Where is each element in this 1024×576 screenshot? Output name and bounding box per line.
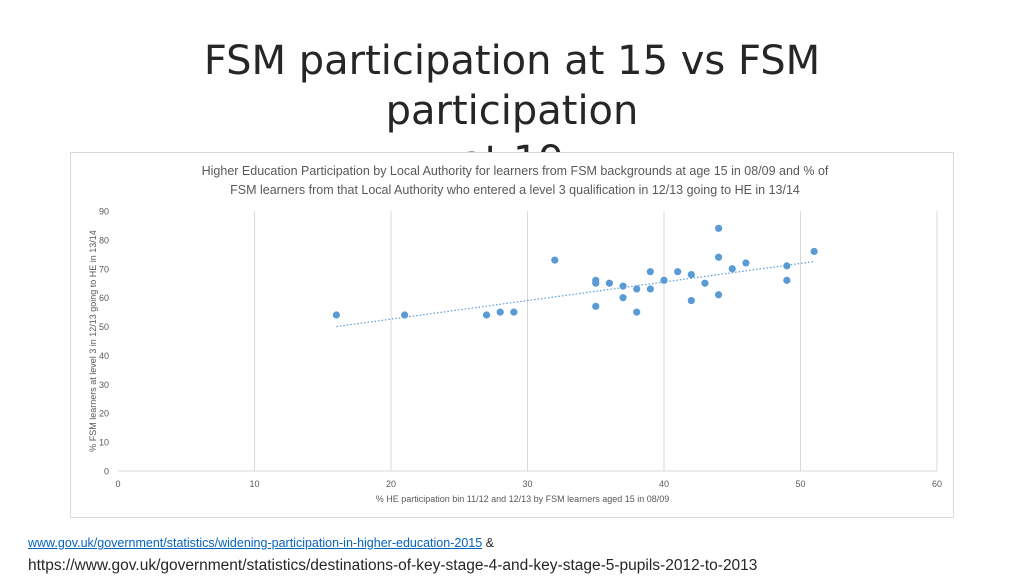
data-point — [332, 311, 340, 319]
data-point — [728, 265, 736, 273]
data-point — [510, 308, 518, 316]
data-point — [619, 294, 627, 302]
data-point — [646, 268, 654, 276]
data-point — [633, 308, 641, 316]
source-line-1: www.gov.uk/government/statistics/widenin… — [28, 536, 494, 550]
chart-title: Higher Education Participation by Local … — [120, 162, 910, 200]
data-point — [783, 262, 791, 270]
y-tick-label: 40 — [99, 351, 109, 361]
y-tick-label: 50 — [99, 322, 109, 332]
data-point — [674, 268, 682, 276]
data-point — [715, 253, 723, 261]
data-point — [810, 247, 818, 256]
x-tick-label: 30 — [522, 479, 532, 489]
data-point — [701, 279, 709, 287]
y-tick-label: 20 — [99, 409, 109, 419]
slide-title: FSM participation at 15 vs FSM participa… — [80, 36, 944, 186]
data-point — [687, 270, 695, 279]
source-ampersand: & — [485, 536, 494, 550]
chart-frame — [70, 152, 954, 518]
y-tick-label: 90 — [99, 207, 109, 217]
data-point — [660, 276, 668, 284]
y-tick-label: 10 — [99, 438, 109, 448]
data-point — [715, 291, 723, 299]
slide-title-line-1: FSM participation at 15 vs FSM participa… — [203, 38, 821, 134]
x-axis-label: % HE participation bin 11/12 and 12/13 b… — [376, 494, 670, 504]
data-point — [619, 282, 627, 290]
y-tick-label: 80 — [99, 235, 109, 245]
x-tick-label: 20 — [386, 479, 396, 489]
y-tick-label: 0 — [104, 467, 109, 477]
x-tick-label: 10 — [249, 479, 259, 489]
data-point — [715, 224, 723, 232]
data-point — [482, 311, 491, 319]
source-link-widening-participation[interactable]: www.gov.uk/government/statistics/widenin… — [28, 536, 483, 550]
data-point — [687, 296, 695, 305]
trendline — [336, 260, 815, 328]
data-point — [401, 311, 409, 319]
data-point — [742, 259, 750, 267]
source-link-destinations[interactable]: https://www.gov.uk/government/statistics… — [28, 557, 758, 574]
y-axis-label: % FSM learners at level 3 in 12/13 going… — [88, 230, 98, 452]
chart-title-line-2: FSM learners from that Local Authority w… — [230, 183, 800, 197]
data-point — [592, 276, 600, 284]
y-tick-label: 60 — [99, 293, 109, 303]
x-tick-label: 0 — [115, 479, 120, 489]
x-tick-label: 60 — [932, 479, 942, 489]
data-point — [551, 256, 559, 264]
data-point — [783, 276, 791, 284]
data-point — [646, 285, 654, 293]
data-point — [633, 285, 641, 293]
data-point — [605, 279, 614, 287]
chart-title-line-1: Higher Education Participation by Local … — [201, 164, 829, 178]
y-tick-label: 30 — [99, 380, 109, 390]
y-tick-label: 70 — [99, 264, 109, 274]
data-point — [592, 302, 600, 310]
x-tick-label: 40 — [659, 479, 669, 489]
data-point — [496, 308, 504, 316]
x-tick-label: 50 — [795, 479, 805, 489]
